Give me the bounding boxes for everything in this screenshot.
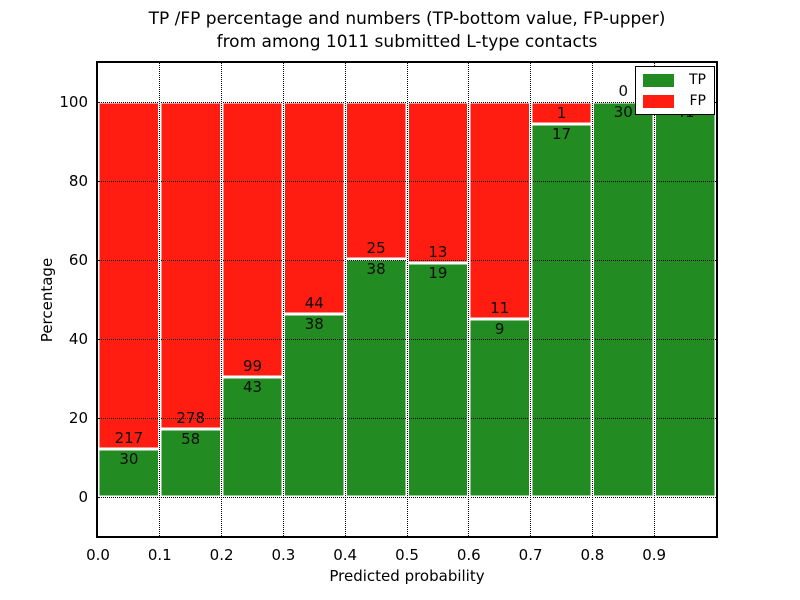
x-tick-label: 0.3: [271, 546, 296, 564]
x-tick-label: 0.7: [518, 546, 543, 564]
x-gridline-core: [159, 63, 161, 536]
bar-group: 25 38: [345, 102, 407, 497]
y-tick-label: 60: [68, 251, 88, 270]
tp-count-label: 38: [304, 314, 324, 333]
tp-count-label: 17: [551, 125, 572, 144]
fp-count-label: 11: [490, 299, 510, 318]
chart-title: TP /FP percentage and numbers (TP-bottom…: [96, 8, 718, 54]
x-gridline: [158, 63, 162, 536]
fp-count-label: 1: [556, 104, 567, 123]
y-tick-label: 40: [68, 329, 88, 348]
fp-segment: [530, 102, 593, 125]
fp-segment: [98, 102, 160, 449]
fp-segment: [221, 102, 284, 378]
fp-count-label: 13: [428, 242, 448, 261]
legend-label-tp: TP: [689, 72, 706, 88]
legend-item-tp: TP: [643, 73, 706, 87]
x-gridline-core: [468, 63, 470, 536]
bar-group: 11 9: [468, 102, 531, 497]
tp-segment: [345, 258, 407, 497]
x-gridline-core: [530, 63, 532, 536]
x-gridline: [467, 63, 471, 536]
tp-count-label: 19: [428, 263, 448, 282]
x-tick-label: 0.2: [209, 546, 234, 564]
fp-segment: [283, 102, 346, 314]
x-axis-label: Predicted probability: [329, 567, 485, 585]
fp-segment: [345, 102, 407, 259]
fp-count-label: 278: [176, 408, 206, 427]
bar-group: 99 43: [221, 102, 284, 497]
y-tick-label: 100: [59, 93, 88, 112]
tp-segment: [159, 428, 222, 497]
x-tick-label: 0.8: [580, 546, 605, 564]
x-tick-label: 0.0: [86, 546, 110, 564]
tp-count-label: 38: [366, 259, 386, 278]
x-gridline-core: [653, 63, 655, 536]
tp-segment: [221, 377, 284, 497]
x-gridline-core: [344, 63, 346, 536]
legend-item-fp: FP: [643, 94, 706, 108]
x-gridline: [220, 63, 224, 536]
fp-segment: [159, 102, 222, 429]
tp-segment: [654, 102, 716, 497]
x-gridline: [529, 63, 533, 536]
bar-group: 0 30: [592, 83, 655, 497]
bar-group: 041: [654, 83, 716, 497]
fp-count-label: 44: [304, 293, 324, 312]
x-gridline-core: [221, 63, 223, 536]
y-tick-label: 0: [78, 487, 88, 506]
fp-count-label: 217: [114, 428, 144, 447]
tp-segment: [407, 262, 469, 497]
tp-segment: [283, 313, 346, 497]
fp-segment: [407, 102, 469, 263]
tp-count-label: 30: [119, 449, 139, 468]
x-tick-label: 0.6: [456, 546, 481, 564]
tp-count-label: 9: [494, 320, 505, 339]
bars-layer: 21730278589943443825381319119117030041: [98, 63, 716, 536]
plot-area: 21730278589943443825381319119117030041 T…: [96, 61, 718, 538]
x-gridline: [405, 63, 409, 536]
legend-label-fp: FP: [689, 93, 707, 109]
fp-count-label: 25: [366, 238, 386, 257]
bar-group: 13 19: [407, 102, 469, 497]
x-gridline-core: [282, 63, 284, 536]
x-tick-label: 0.1: [147, 546, 172, 564]
fp-legend-swatch-icon: [643, 94, 674, 108]
bar-group: 1 17: [530, 102, 593, 497]
tp-count-label: 30: [613, 103, 633, 122]
x-tick-label: 0.5: [395, 546, 419, 564]
x-gridline: [343, 63, 347, 536]
tp-count-label: 43: [242, 378, 263, 397]
y-tick-label: 20: [68, 408, 88, 427]
chart-title-line2: from among 1011 submitted L-type contact…: [216, 32, 598, 52]
tp-count-label: 58: [181, 429, 201, 448]
plot-inner: 21730278589943443825381319119117030041: [98, 63, 716, 536]
x-gridline-core: [591, 63, 593, 536]
bar-group: 278 58: [159, 102, 222, 497]
tp-segment: [98, 448, 160, 497]
x-tick-label: 0.4: [333, 546, 358, 564]
x-tick-label: 0.9: [642, 546, 667, 564]
fp-count-label: 0: [618, 82, 629, 101]
fp-count-label: 99: [242, 357, 263, 376]
tp-segment: [530, 124, 593, 497]
x-gridline: [652, 63, 656, 536]
chart-title-line1: TP /FP percentage and numbers (TP-bottom…: [148, 9, 666, 29]
legend: TP FP: [635, 66, 715, 115]
tp-segment: [468, 319, 531, 497]
bar-group: 44 38: [283, 102, 346, 497]
x-gridline: [590, 63, 594, 536]
tp-legend-swatch-icon: [643, 73, 674, 87]
bar-group: 217 30: [98, 102, 160, 497]
x-gridline-core: [406, 63, 408, 536]
tp-segment: [592, 102, 655, 497]
fp-segment: [468, 102, 531, 320]
y-tick-label: 80: [68, 172, 88, 191]
x-gridline: [281, 63, 285, 536]
